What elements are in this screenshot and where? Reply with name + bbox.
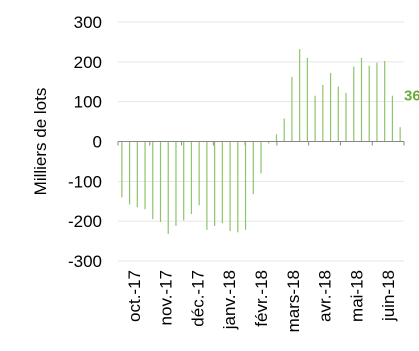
bar <box>384 61 386 142</box>
y-tick-label: 100 <box>74 93 102 112</box>
bar <box>322 84 324 142</box>
x-tick-labels: oct.-17 nov.-17 déc.-17 janv.-18 févr.-18 mar… <box>125 270 398 332</box>
bar <box>391 95 394 142</box>
bar <box>237 141 239 233</box>
x-tick-label: mai-18 <box>347 270 366 322</box>
bar <box>283 118 285 142</box>
bar <box>244 141 247 230</box>
bar <box>275 134 278 142</box>
bar <box>221 141 223 224</box>
bar <box>144 141 146 210</box>
bar <box>291 76 293 142</box>
y-axis-title: Milliers de lots <box>31 88 50 196</box>
bar <box>268 141 270 144</box>
bar <box>214 141 216 226</box>
y-tick-label: 0 <box>93 133 102 152</box>
bar <box>376 62 378 142</box>
bar <box>314 95 316 142</box>
bar <box>198 141 200 206</box>
y-tick-label: -200 <box>68 212 102 231</box>
bar <box>306 57 308 142</box>
bar <box>399 127 401 142</box>
bar <box>353 66 355 142</box>
bar <box>299 49 301 142</box>
y-tick-labels: 300 200 100 0 -100 -200 -300 <box>68 13 102 271</box>
bar <box>252 141 254 195</box>
bar <box>183 141 185 221</box>
bar <box>152 141 154 220</box>
bar <box>190 141 193 214</box>
x-tick-label: mars-18 <box>284 270 303 332</box>
y-tick-label: -300 <box>68 252 102 271</box>
bar <box>136 141 138 208</box>
x-tick-label: juin-18 <box>379 270 398 322</box>
x-tick-label: nov.-17 <box>157 270 176 325</box>
y-tick-label: 300 <box>74 13 102 32</box>
gridlines <box>117 21 405 262</box>
last-value-data-label: 36 <box>404 88 419 105</box>
bar <box>206 141 208 230</box>
bar <box>167 141 169 234</box>
y-tick-label: -100 <box>68 172 102 191</box>
x-tick-label: févr.-18 <box>252 270 271 327</box>
bar <box>360 57 363 142</box>
x-tick-label: janv.-18 <box>220 270 239 330</box>
x-tick-label: avr.-18 <box>316 270 335 322</box>
bar <box>121 141 123 198</box>
x-tick-label: déc.-17 <box>188 270 207 327</box>
bar <box>229 141 231 232</box>
bar <box>329 72 332 142</box>
bar <box>368 65 370 142</box>
y-tick-label: 200 <box>74 53 102 72</box>
bar <box>175 141 177 226</box>
bar <box>345 92 347 142</box>
bar <box>159 141 162 222</box>
bar <box>260 141 262 174</box>
bar <box>128 141 131 205</box>
bar <box>337 86 339 142</box>
bars <box>121 49 401 234</box>
x-tick-label: oct.-17 <box>125 270 144 322</box>
